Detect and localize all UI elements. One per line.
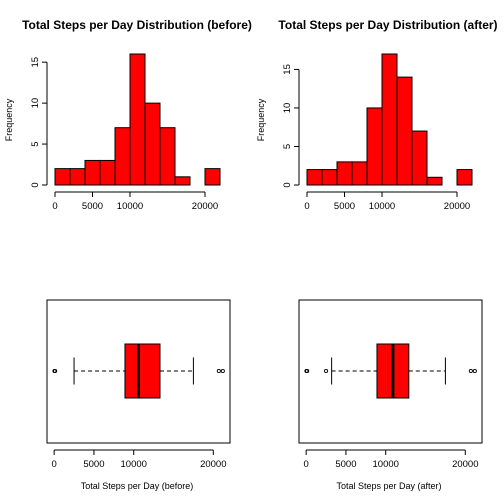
histogram-before-bar [70, 169, 85, 185]
boxplot-after-outlier [469, 369, 472, 372]
boxplot-before-outlier [217, 369, 220, 372]
histogram-after-bar [337, 162, 352, 185]
histogram-before-ylabel: Frequency [4, 98, 14, 141]
histogram-before-x-tick-label: 20000 [192, 201, 218, 212]
boxplot-after-x-tick-label: 0 [304, 459, 309, 470]
histogram-before-y-tick-label: 5 [30, 141, 41, 146]
histogram-before-x-tick-label: 10000 [117, 201, 143, 212]
histogram-after-x-tick-label: 0 [304, 201, 309, 212]
boxplot-after-outlier [324, 369, 327, 372]
histogram-before-bar [55, 169, 70, 185]
histogram-after-y-tick-label: 0 [282, 182, 293, 187]
boxplot-before-x-tick-label: 0 [52, 459, 57, 470]
histogram-before-bar [160, 128, 175, 185]
histogram-before-y-tick-label: 15 [30, 57, 41, 68]
histogram-after-bar [457, 170, 472, 185]
boxplot-after-x-tick-label: 20000 [452, 459, 478, 470]
boxplot-before-xlabel: Total Steps per Day (before) [81, 481, 194, 491]
boxplot-after-xlabel: Total Steps per Day (after) [336, 481, 441, 491]
histogram-after-y-tick-label: 15 [282, 64, 293, 75]
histogram-before-bar [175, 177, 190, 185]
histogram-after-bar [352, 162, 367, 185]
histogram-after-bar [382, 54, 397, 185]
histogram-before-bar [205, 169, 220, 185]
histogram-before-x-tick-label: 0 [52, 201, 57, 212]
histogram-after-bar [367, 108, 382, 185]
boxplot-before-outlier [221, 369, 224, 372]
histogram-before-x-tick-label: 5000 [82, 201, 103, 212]
histogram-after-x-tick-label: 5000 [334, 201, 355, 212]
histogram-after-bar [307, 170, 322, 185]
histogram-after-bar [397, 77, 412, 185]
histogram-after-x-tick-label: 20000 [444, 201, 470, 212]
boxplot-before-x-tick-label: 5000 [83, 459, 104, 470]
histogram-before: Total Steps per Day Distribution (before… [4, 18, 252, 212]
histogram-before-title: Total Steps per Day Distribution (before… [22, 18, 252, 32]
boxplot-after-x-tick-label: 5000 [335, 459, 356, 470]
boxplot-before-x-tick-label: 10000 [121, 459, 147, 470]
histogram-after-title: Total Steps per Day Distribution (after) [278, 18, 497, 32]
histogram-after-bar [427, 177, 442, 185]
boxplot-after-x-tick-label: 10000 [373, 459, 399, 470]
boxplot-before-x-tick-label: 20000 [200, 459, 226, 470]
histogram-after-y-tick-label: 5 [282, 144, 293, 149]
boxplot-before-box [125, 344, 160, 398]
histogram-before-bar [100, 160, 115, 185]
histogram-after: Total Steps per Day Distribution (after)… [256, 18, 498, 212]
histogram-after-y-tick-label: 10 [282, 103, 293, 114]
boxplot-after: Total Steps per Day (after) 0 5000 10000 20… [299, 300, 482, 491]
boxplot-after-outlier [473, 369, 476, 372]
histogram-before-y-tick-label: 10 [30, 98, 41, 109]
histogram-before-bar [130, 54, 145, 185]
histogram-before-y-tick-label: 0 [30, 182, 41, 187]
histogram-before-bar [145, 103, 160, 185]
histogram-after-x-tick-label: 10000 [369, 201, 395, 212]
histogram-before-bar [85, 160, 100, 185]
boxplot-before: Total Steps per Day (before) 0 5000 10000 2… [47, 300, 230, 491]
histogram-after-bar [322, 170, 337, 185]
histogram-after-bar [412, 131, 427, 185]
histogram-after-ylabel: Frequency [256, 98, 266, 141]
histogram-before-bar [115, 128, 130, 185]
